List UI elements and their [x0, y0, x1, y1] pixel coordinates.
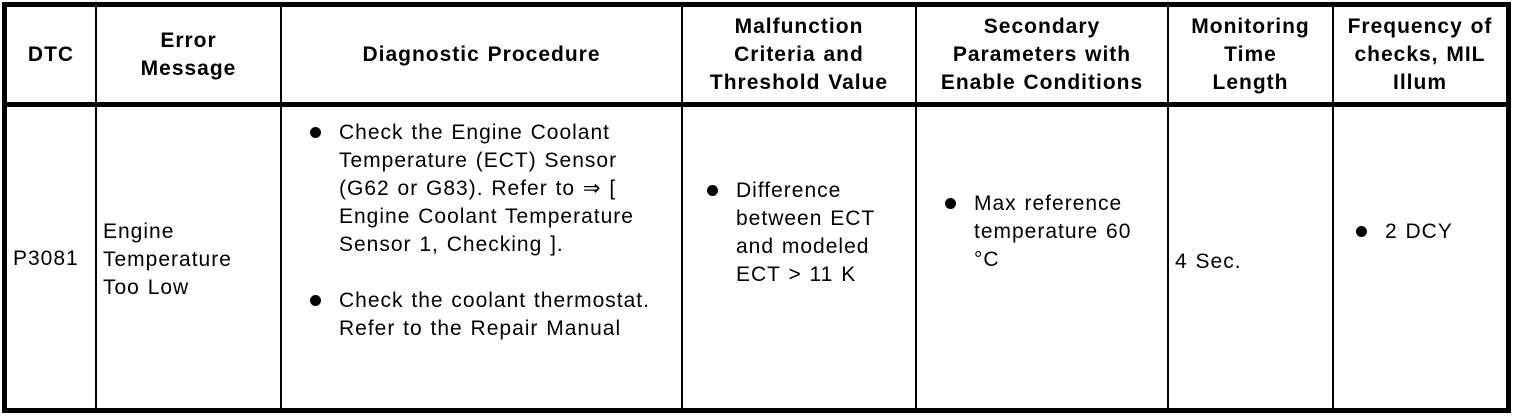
bullet-icon — [310, 127, 321, 138]
header-frequency-of-checks: Frequency of checks, MIL Illum — [1334, 7, 1506, 107]
dtc-code: P3081 — [13, 247, 79, 270]
list-item: Max reference temperature 60 °C — [945, 190, 1157, 274]
bullet-icon — [1356, 226, 1367, 237]
bullet-icon — [945, 198, 956, 209]
cell-dtc: P3081 — [7, 107, 97, 408]
bullet-icon — [310, 295, 321, 306]
header-dtc: DTC — [7, 7, 97, 107]
header-diagnostic-procedure: Diagnostic Procedure — [282, 7, 683, 107]
malfunction-criteria-text: Difference between ECT and modeled ECT >… — [736, 179, 876, 286]
dtc-table: DTC Error Message Diagnostic Procedure M… — [2, 2, 1511, 413]
secondary-parameters-text: Max reference temperature 60 °C — [974, 192, 1132, 271]
cell-frequency-of-checks: 2 DCY — [1334, 107, 1506, 408]
cell-diagnostic-procedure: Check the Engine Coolant Temperature (EC… — [282, 107, 683, 408]
cell-secondary-parameters: Max reference temperature 60 °C — [917, 107, 1169, 408]
list-item: Difference between ECT and modeled ECT >… — [707, 177, 905, 289]
diagnostic-step-text: Check the Engine Coolant Temperature (EC… — [339, 121, 634, 256]
error-message-text: Engine Temperature Too Low — [103, 220, 232, 299]
header-secondary-parameters: Secondary Parameters with Enable Conditi… — [917, 7, 1169, 107]
list-item: Check the coolant thermostat. Refer to t… — [310, 287, 657, 343]
cell-error-message: Engine Temperature Too Low — [97, 107, 282, 408]
header-monitoring-time-length: Monitoring Time Length — [1169, 7, 1334, 107]
diagnostic-step-text: Check the coolant thermostat. Refer to t… — [339, 289, 650, 340]
list-item: Check the Engine Coolant Temperature (EC… — [310, 119, 657, 259]
cell-malfunction-criteria: Difference between ECT and modeled ECT >… — [683, 107, 917, 408]
header-error-message: Error Message — [97, 7, 282, 107]
cell-monitoring-time-length: 4 Sec. — [1169, 107, 1334, 408]
header-malfunction-criteria: Malfunction Criteria and Threshold Value — [683, 7, 917, 107]
list-item: 2 DCY — [1356, 218, 1498, 246]
monitoring-time-text: 4 Sec. — [1175, 250, 1242, 273]
frequency-text: 2 DCY — [1385, 220, 1453, 243]
bullet-icon — [707, 185, 718, 196]
